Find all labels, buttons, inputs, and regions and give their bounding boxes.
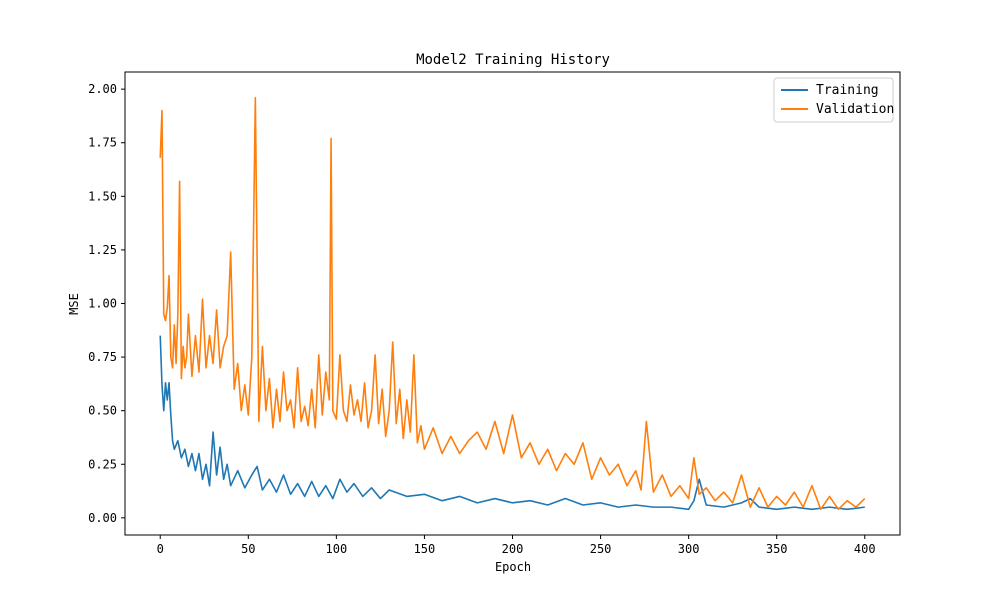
x-tick-label: 150 bbox=[414, 542, 436, 556]
x-tick-label: 0 bbox=[157, 542, 164, 556]
legend-label-training: Training bbox=[816, 83, 879, 98]
x-tick-label: 50 bbox=[241, 542, 255, 556]
x-axis-label: Epoch bbox=[495, 560, 531, 574]
x-tick-label: 100 bbox=[326, 542, 348, 556]
y-tick-label: 2.00 bbox=[88, 82, 117, 96]
y-tick-label: 0.50 bbox=[88, 404, 117, 418]
series-line-validation bbox=[159, 96, 866, 511]
x-axis-ticks: 0 50 100 150 200 250 300 350 400 bbox=[157, 535, 876, 556]
y-tick-label: 1.50 bbox=[88, 189, 117, 203]
y-tick-label: 0.75 bbox=[88, 350, 117, 364]
x-tick-label: 350 bbox=[766, 542, 788, 556]
series-line-training bbox=[159, 335, 865, 511]
plot-frame bbox=[124, 71, 901, 536]
x-tick-label: 200 bbox=[502, 542, 524, 556]
y-axis-label: MSE bbox=[67, 293, 81, 315]
y-tick-label: 1.75 bbox=[88, 136, 117, 150]
x-tick-label: 300 bbox=[678, 542, 700, 556]
x-tick-label: 400 bbox=[854, 542, 876, 556]
legend: Training Validation bbox=[773, 77, 894, 123]
x-tick-label: 250 bbox=[590, 542, 612, 556]
y-tick-label: 1.25 bbox=[88, 243, 117, 257]
y-tick-label: 0.00 bbox=[88, 511, 117, 525]
y-tick-label: 0.25 bbox=[88, 457, 117, 471]
legend-label-validation: Validation bbox=[816, 102, 894, 117]
y-tick-label: 1.00 bbox=[88, 297, 117, 311]
chart-title: Model2 Training History bbox=[416, 52, 610, 68]
y-axis-ticks: 0.00 0.25 0.50 0.75 1.00 1.25 1.50 1.75 2.00 bbox=[88, 82, 125, 525]
